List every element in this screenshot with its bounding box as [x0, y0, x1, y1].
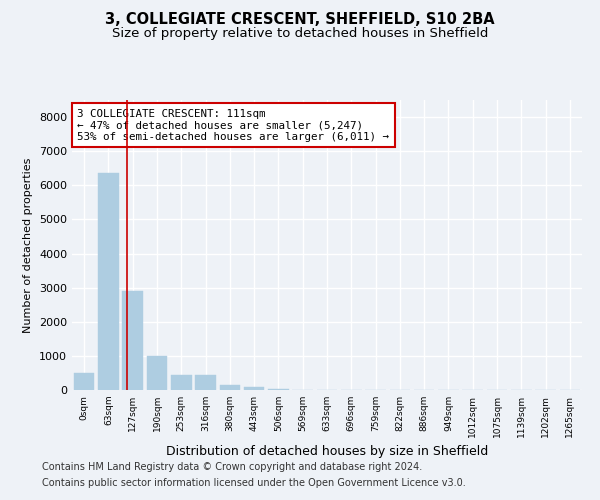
Text: 3, COLLEGIATE CRESCENT, SHEFFIELD, S10 2BA: 3, COLLEGIATE CRESCENT, SHEFFIELD, S10 2… — [105, 12, 495, 28]
Text: 3 COLLEGIATE CRESCENT: 111sqm
← 47% of detached houses are smaller (5,247)
53% o: 3 COLLEGIATE CRESCENT: 111sqm ← 47% of d… — [77, 108, 389, 142]
Bar — [195, 376, 216, 390]
Y-axis label: Number of detached properties: Number of detached properties — [23, 158, 34, 332]
Bar — [171, 374, 191, 390]
Text: Size of property relative to detached houses in Sheffield: Size of property relative to detached ho… — [112, 28, 488, 40]
Text: Contains public sector information licensed under the Open Government Licence v3: Contains public sector information licen… — [42, 478, 466, 488]
Bar — [244, 388, 265, 390]
Text: Contains HM Land Registry data © Crown copyright and database right 2024.: Contains HM Land Registry data © Crown c… — [42, 462, 422, 472]
Bar — [220, 385, 240, 390]
Bar — [74, 373, 94, 390]
Bar — [122, 291, 143, 390]
Bar — [268, 389, 289, 390]
Bar — [98, 174, 119, 390]
Bar — [146, 356, 167, 390]
X-axis label: Distribution of detached houses by size in Sheffield: Distribution of detached houses by size … — [166, 446, 488, 458]
